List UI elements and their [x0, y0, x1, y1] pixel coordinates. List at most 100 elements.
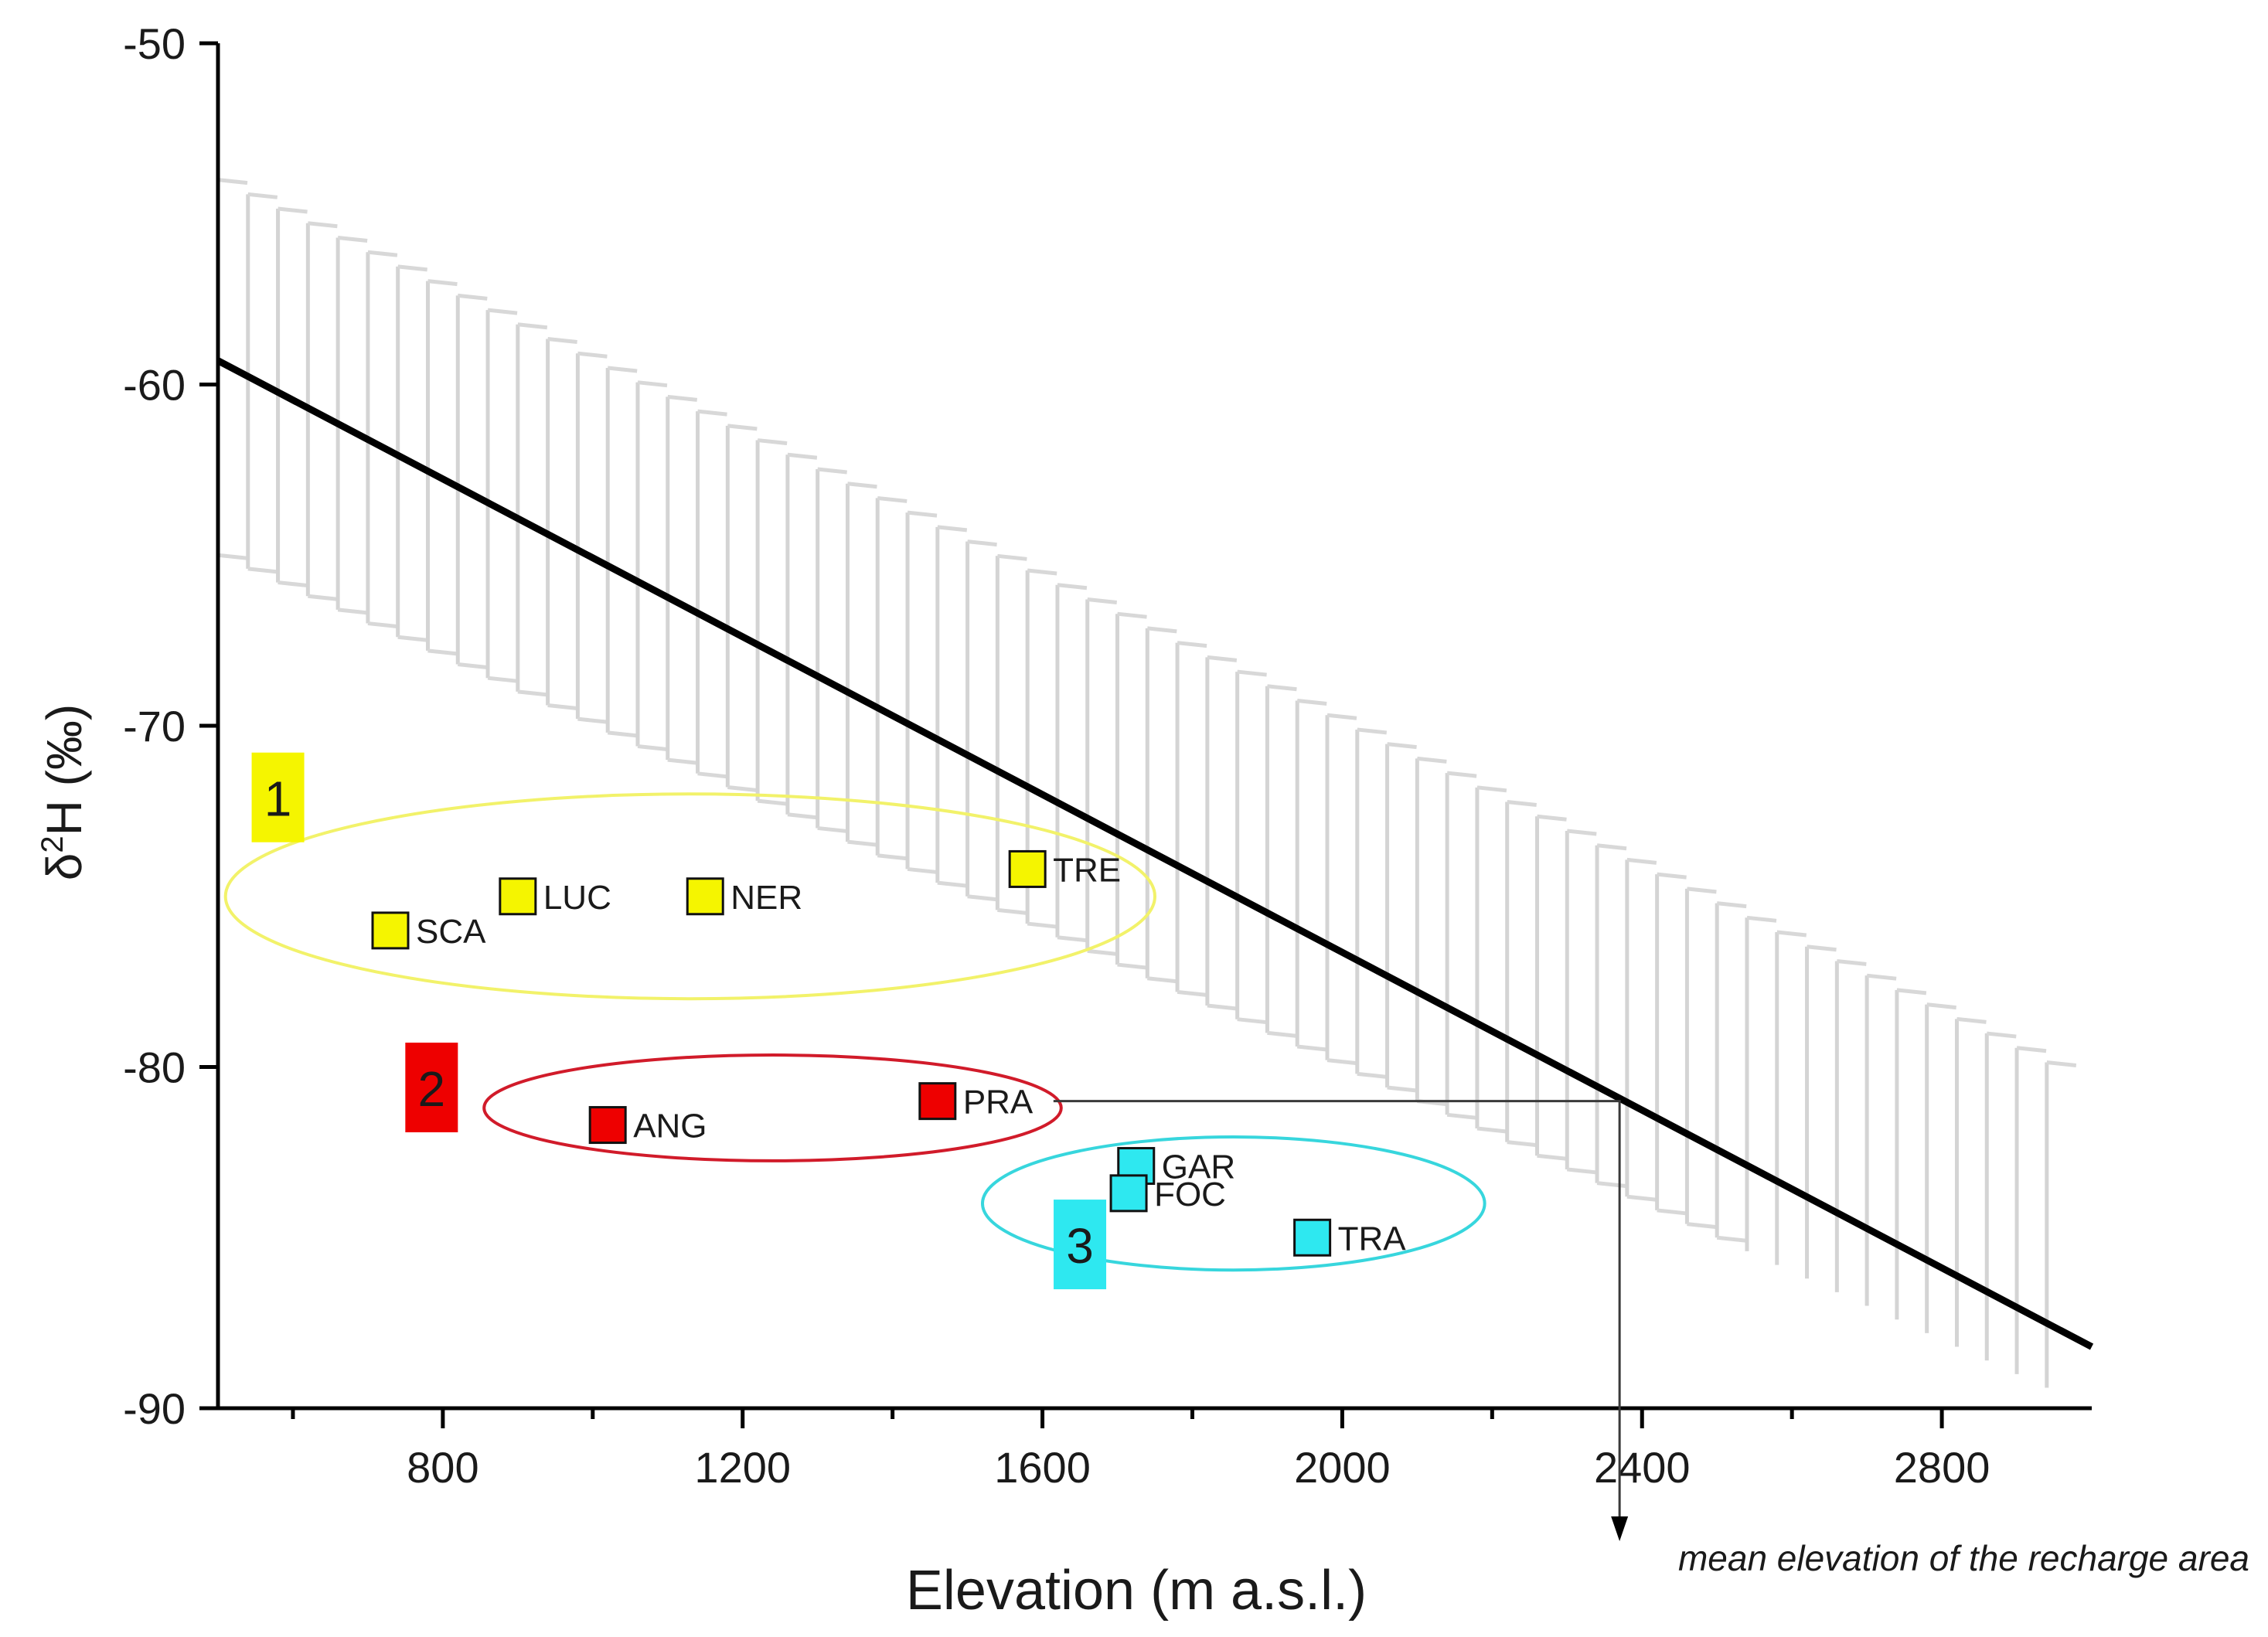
y-axis-title-prefix: δ	[36, 853, 92, 881]
band-cap-upper	[607, 366, 638, 373]
point-ang	[588, 1106, 627, 1145]
point-luc	[499, 877, 537, 916]
band-cap-lower	[817, 825, 847, 833]
band-cap-lower	[1657, 1208, 1687, 1216]
band-cap-lower	[1267, 1030, 1297, 1038]
band-cap-lower	[1476, 1126, 1507, 1134]
band-cap-upper	[1237, 669, 1267, 677]
band-cap-upper	[697, 409, 727, 417]
band-cap-upper	[1387, 742, 1417, 750]
x-axis-title: Elevation (m a.s.l.)	[906, 1560, 1367, 1622]
band-cap-upper	[1326, 713, 1357, 720]
band-cap-lower	[637, 744, 668, 751]
band-cap-lower	[278, 580, 308, 588]
band-cap-upper	[217, 178, 248, 185]
band-cap-lower	[547, 703, 577, 710]
group-ellipses	[223, 792, 1486, 1272]
band-cap-upper	[1716, 901, 1747, 909]
band-cap-upper	[1926, 1002, 1956, 1010]
band-cap-upper	[427, 279, 458, 287]
band-cap-lower	[247, 567, 278, 574]
band-cap-lower	[517, 689, 548, 697]
band-cap-lower	[577, 716, 608, 724]
annotation-leader	[1053, 1100, 1621, 1524]
band-cap-lower	[1626, 1194, 1657, 1202]
band-cap-upper	[637, 380, 668, 388]
band-cap-upper	[278, 206, 308, 214]
data-points	[371, 849, 1332, 1257]
band-cap-upper	[757, 438, 788, 446]
band-cap-upper	[1147, 626, 1177, 634]
point-label-ang: ANG	[633, 1108, 707, 1145]
band-cap-lower	[1147, 976, 1177, 984]
band-cap-upper	[1776, 930, 1807, 938]
band-cap-upper	[1956, 1016, 1987, 1024]
band-cap-lower	[937, 880, 968, 888]
band-cap-upper	[1417, 756, 1447, 764]
band-cap-upper	[367, 250, 398, 257]
annotation-arrowhead	[1611, 1516, 1629, 1541]
band-cap-lower	[487, 676, 518, 683]
point-label-luc: LUC	[543, 879, 611, 917]
band-cap-upper	[1027, 568, 1057, 576]
band-cap-lower	[967, 894, 997, 902]
band-cap-lower	[1357, 1071, 1388, 1079]
band-cap-lower	[697, 771, 727, 779]
group-label-box-1	[251, 752, 305, 842]
band-cap-upper	[397, 264, 427, 272]
point-ner	[686, 877, 724, 916]
band-cap-lower	[1296, 1044, 1327, 1052]
regression-line-layer	[216, 357, 2094, 1350]
band-cap-upper	[1687, 887, 1717, 894]
point-label-pra: PRA	[963, 1084, 1034, 1121]
band-cap-lower	[367, 621, 398, 629]
band-cap-lower	[1537, 1153, 1567, 1161]
point-label-tre: TRE	[1053, 851, 1121, 889]
band-cap-lower	[667, 757, 698, 765]
band-cap-upper	[1177, 641, 1207, 648]
band-cap-upper	[1267, 684, 1297, 692]
x-tick-label: 2400	[1594, 1443, 1691, 1492]
axes: -50 -60 -70 -80 -90 800 1200 1600 2000 2400 2800	[123, 19, 2092, 1492]
band-cap-lower	[1087, 948, 1117, 956]
band-cap-upper	[1567, 829, 1597, 836]
y-tick-label: -90	[123, 1384, 186, 1433]
x-tick-label: 800	[407, 1443, 478, 1492]
group-label-3: 3	[1066, 1218, 1094, 1274]
band-cap-lower	[1596, 1181, 1627, 1189]
point-label-ner: NER	[730, 879, 802, 917]
band-cap-lower	[427, 648, 458, 656]
band-cap-upper	[247, 192, 278, 199]
band-cap-upper	[667, 394, 698, 402]
band-cap-upper	[517, 322, 548, 330]
band-cap-lower	[877, 853, 908, 861]
group-label-2: 2	[418, 1061, 446, 1117]
band-cap-upper	[787, 452, 818, 460]
point-pra	[918, 1082, 957, 1121]
y-tick-label: -50	[123, 19, 186, 68]
band-cap-upper	[847, 482, 877, 489]
band-cap-lower	[1687, 1222, 1717, 1230]
band-cap-lower	[1027, 921, 1057, 929]
band-cap-upper	[1807, 944, 1837, 952]
band-cap-lower	[217, 553, 248, 560]
x-tick-label: 1600	[994, 1443, 1091, 1492]
band-cap-upper	[308, 221, 338, 229]
band-cap-upper	[1626, 857, 1657, 865]
band-cap-lower	[1237, 1017, 1267, 1025]
band-cap-upper	[1746, 915, 1777, 923]
y-axis-title-sup: 2	[36, 836, 70, 853]
point-label-sca: SCA	[416, 913, 486, 951]
band-cap-upper	[1507, 800, 1537, 808]
band-cap-lower	[1716, 1235, 1747, 1243]
band-cap-upper	[1596, 843, 1627, 851]
point-label-tra: TRA	[1338, 1220, 1407, 1258]
y-tick-label: -80	[123, 1043, 186, 1092]
band-cap-upper	[2046, 1060, 2077, 1067]
band-cap-upper	[1896, 988, 1927, 995]
annotation-text: mean elevation of the recharge area	[1678, 1538, 2249, 1578]
y-tick-label: -70	[123, 702, 186, 750]
band-cap-upper	[967, 539, 997, 547]
band-cap-lower	[1057, 935, 1088, 943]
band-cap-lower	[397, 635, 427, 642]
